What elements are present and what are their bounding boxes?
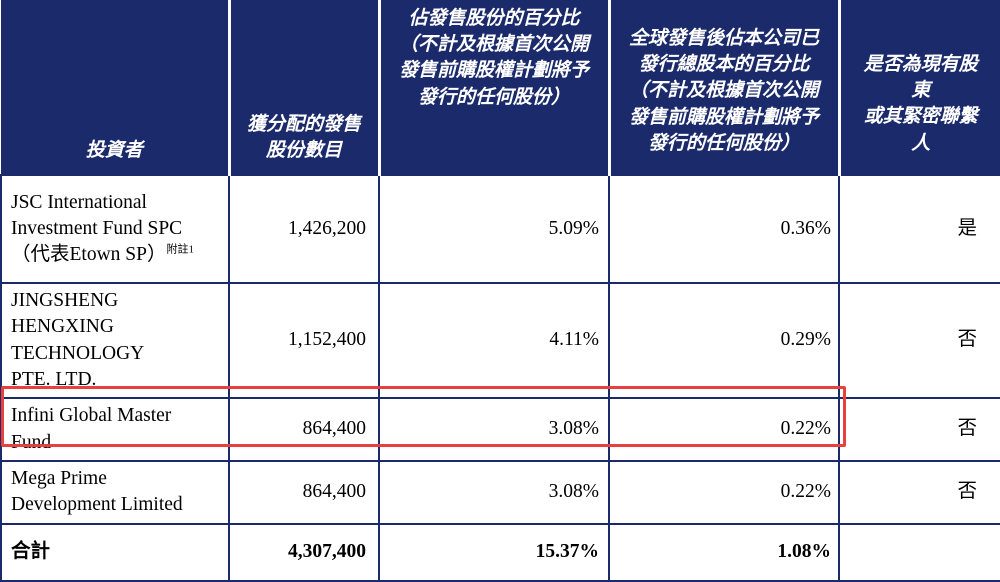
cell-existing: 否 [838, 459, 1000, 525]
col-header-investor: 投資者 [1, 0, 229, 175]
cell-pct-offer: 5.09% [378, 174, 610, 284]
cell-shares: 4,307,400 [228, 522, 380, 582]
cell-shares: 864,400 [228, 459, 380, 525]
cell-pct-offer: 15.37% [378, 522, 610, 582]
cell-investor: JSC International Investment Fund SPC （代… [0, 174, 230, 284]
cell-pct-offer: 3.08% [378, 397, 610, 462]
col-header-pct-offer: 佔發售股份的百分比 （不計及根據首次公開 發售前購股權計劃將予 發行的任何股份） [377, 0, 609, 175]
cell-existing: 否 [838, 281, 1000, 400]
table-body: JSC International Investment Fund SPC （代… [0, 174, 1000, 582]
cell-shares: 1,152,400 [228, 281, 380, 400]
cell-pct-offer: 4.11% [378, 281, 610, 400]
col-header-existing: 是否為現有股 東 或其緊密聯繫 人 [837, 0, 1000, 175]
table-header: 投資者 獲分配的發售 股份數目 佔發售股份的百分比 （不計及根據首次公開 發售前… [1, 0, 1000, 175]
table-row-highlighted: Infini Global Master Fund 864,400 3.08% … [0, 397, 1000, 462]
footnote-marker: 附註1 [166, 243, 194, 256]
cell-shares: 864,400 [228, 397, 380, 462]
cell-pct-capital: 0.22% [608, 397, 840, 462]
cell-investor: JINGSHENG HENGXING TECHNOLOGY PTE. LTD. [0, 281, 230, 400]
cell-pct-capital: 1.08% [608, 522, 840, 582]
cell-total-label: 合計 [0, 522, 230, 582]
total-row: 合計 4,307,400 15.37% 1.08% [0, 522, 1000, 582]
cell-shares: 1,426,200 [228, 174, 380, 284]
cell-pct-capital: 0.29% [608, 281, 840, 400]
investor-name: JSC International Investment Fund SPC （代… [11, 191, 183, 266]
table-row: JSC International Investment Fund SPC （代… [0, 174, 1000, 284]
col-header-pct-capital: 全球發售後佔本公司已 發行總股本的百分比 （不計及根據首次公開 發售前購股權計劃… [607, 0, 839, 175]
cell-pct-offer: 3.08% [378, 459, 610, 525]
col-header-shares: 獲分配的發售 股份數目 [227, 0, 379, 175]
table-row: Mega Prime Development Limited 864,400 3… [0, 459, 1000, 525]
cell-investor: Infini Global Master Fund [0, 397, 230, 462]
table-row: JINGSHENG HENGXING TECHNOLOGY PTE. LTD. … [0, 281, 1000, 400]
cell-pct-capital: 0.36% [608, 174, 840, 284]
cell-existing: 是 [838, 174, 1000, 284]
cell-existing: 否 [838, 397, 1000, 462]
cell-pct-capital: 0.22% [608, 459, 840, 525]
header-row: 投資者 獲分配的發售 股份數目 佔發售股份的百分比 （不計及根據首次公開 發售前… [1, 0, 1000, 175]
cell-investor: Mega Prime Development Limited [0, 459, 230, 525]
cell-existing [838, 522, 1000, 582]
